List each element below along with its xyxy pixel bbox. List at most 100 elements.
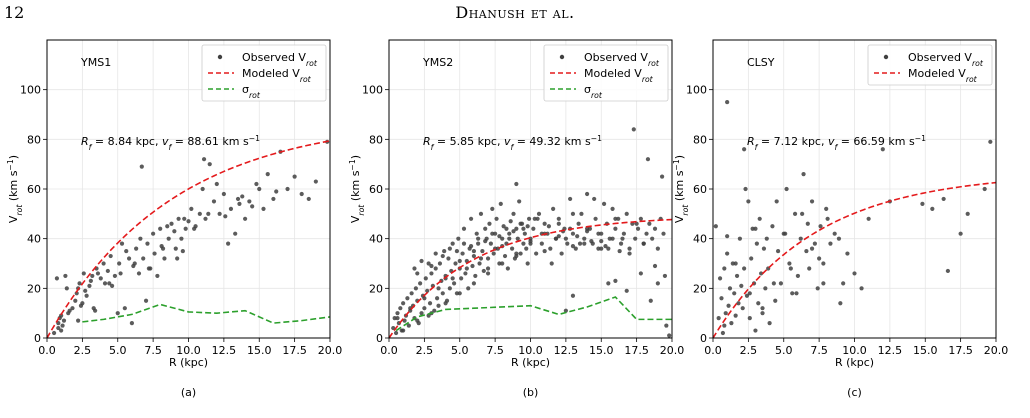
scatter-point <box>395 316 400 321</box>
scatter-point <box>620 236 625 241</box>
scatter-point <box>143 298 149 303</box>
scatter-point <box>226 241 231 246</box>
scatter-point <box>794 291 799 296</box>
scatter-point <box>451 281 457 286</box>
x-tick-label: 10.0 <box>518 344 543 357</box>
scatter-point <box>415 271 420 276</box>
scatter-point <box>179 236 184 241</box>
scatter-point <box>525 224 530 229</box>
scatter-point <box>454 248 460 254</box>
scatter-point <box>395 311 400 316</box>
scatter-point <box>542 221 547 226</box>
scatter-point <box>401 328 406 333</box>
scatter-point <box>433 266 438 271</box>
sample-name-label: YMS1 <box>80 56 111 69</box>
scatter-point <box>565 241 570 246</box>
y-tick-label: 80 <box>369 133 383 146</box>
modeled-vrot-curve <box>388 218 673 339</box>
scatter-point <box>815 286 820 291</box>
scatter-point <box>805 221 810 226</box>
y-tick-label: 60 <box>369 183 383 196</box>
x-tick-label: 2.5 <box>740 344 758 357</box>
scatter-point <box>648 298 653 303</box>
scatter-point <box>725 99 730 105</box>
scatter-point <box>435 296 440 301</box>
scatter-point <box>84 293 89 298</box>
scatter-point <box>838 301 843 306</box>
scatter-point <box>556 221 561 226</box>
scatter-point <box>109 283 115 288</box>
scatter-point <box>59 313 64 318</box>
scatter-point <box>647 221 652 226</box>
scatter-point <box>624 288 629 293</box>
scatter-point <box>507 236 512 241</box>
scatter-point <box>505 266 510 271</box>
scatter-point <box>176 216 181 221</box>
scatter-point <box>532 216 537 221</box>
scatter-point <box>521 241 526 246</box>
scatter-point <box>61 318 67 323</box>
legend-marker <box>559 54 565 60</box>
y-tick-label: 100 <box>20 84 41 97</box>
scatter-point <box>470 263 475 269</box>
scatter-point <box>514 253 519 259</box>
panel-label: (b) <box>523 386 539 399</box>
scatter-point <box>409 291 414 296</box>
scatter-point <box>119 241 125 246</box>
scatter-point <box>221 191 226 197</box>
scatter-point <box>235 196 241 202</box>
scatter-point <box>447 246 452 251</box>
y-axis-label: Vrot (km s−1) <box>348 155 366 223</box>
scatter-point <box>418 281 423 286</box>
scatter-point <box>471 253 476 259</box>
scatter-point <box>485 266 491 271</box>
scatter-point <box>757 216 762 221</box>
scatter-point <box>461 226 467 231</box>
chart-panel-1: 0.0 2.5 5.0 7.5 10.0 12.5 15.0 17.5 20.0 0 20 40 60 8… <box>6 39 342 399</box>
scatter-point <box>200 186 205 192</box>
scatter-point <box>494 216 499 221</box>
scatter-point <box>563 308 568 313</box>
y-tick-label: 80 <box>693 133 707 146</box>
y-tick-label: 60 <box>27 183 41 196</box>
scatter-point <box>845 251 850 256</box>
scatter-point <box>169 221 174 226</box>
scatter-point <box>563 236 568 241</box>
scatter-point <box>456 236 461 241</box>
scatter-point <box>613 226 618 231</box>
scatter-point <box>841 281 846 286</box>
scatter-point <box>76 318 81 323</box>
scatter-point <box>480 248 485 254</box>
scatter-point <box>450 241 455 246</box>
x-tick-label: 17.5 <box>624 344 649 357</box>
fit-annotation: Rf = 8.84 kpc, vf = 88.61 km s−1 <box>81 134 260 152</box>
scatter-point <box>601 201 607 206</box>
scatter-point <box>124 248 129 254</box>
scatter-point <box>497 234 502 239</box>
scatter-point <box>754 241 759 246</box>
scatter-point <box>160 246 166 251</box>
scatter-point <box>257 186 262 192</box>
scatter-point <box>659 174 665 179</box>
scatter-point <box>502 253 508 259</box>
scatter-point <box>453 261 458 266</box>
scatter-point <box>508 219 513 224</box>
scatter-point <box>166 236 171 241</box>
scatter-point <box>152 251 157 256</box>
scatter-point <box>183 226 188 231</box>
scatter-point <box>139 164 144 169</box>
scatter-point <box>880 147 885 152</box>
scatter-point <box>761 246 767 251</box>
scatter-point <box>958 231 963 236</box>
scatter-point <box>982 186 987 192</box>
scatter-point <box>398 306 403 311</box>
scatter-point <box>526 216 532 221</box>
scatter-point <box>570 211 576 216</box>
scatter-point <box>817 256 822 261</box>
scatter-point <box>800 211 805 216</box>
y-tick-label: 40 <box>693 233 707 246</box>
chart-panel-3: 0.0 2.5 5.0 7.5 10.0 12.5 15.0 17.5 20.0 0 20 40 60 8… <box>672 39 1008 399</box>
scatter-point <box>812 241 817 246</box>
fit-annotation: Rf = 5.85 kpc, vf = 49.32 km s−1 <box>423 134 602 152</box>
scatter-point <box>528 239 533 244</box>
